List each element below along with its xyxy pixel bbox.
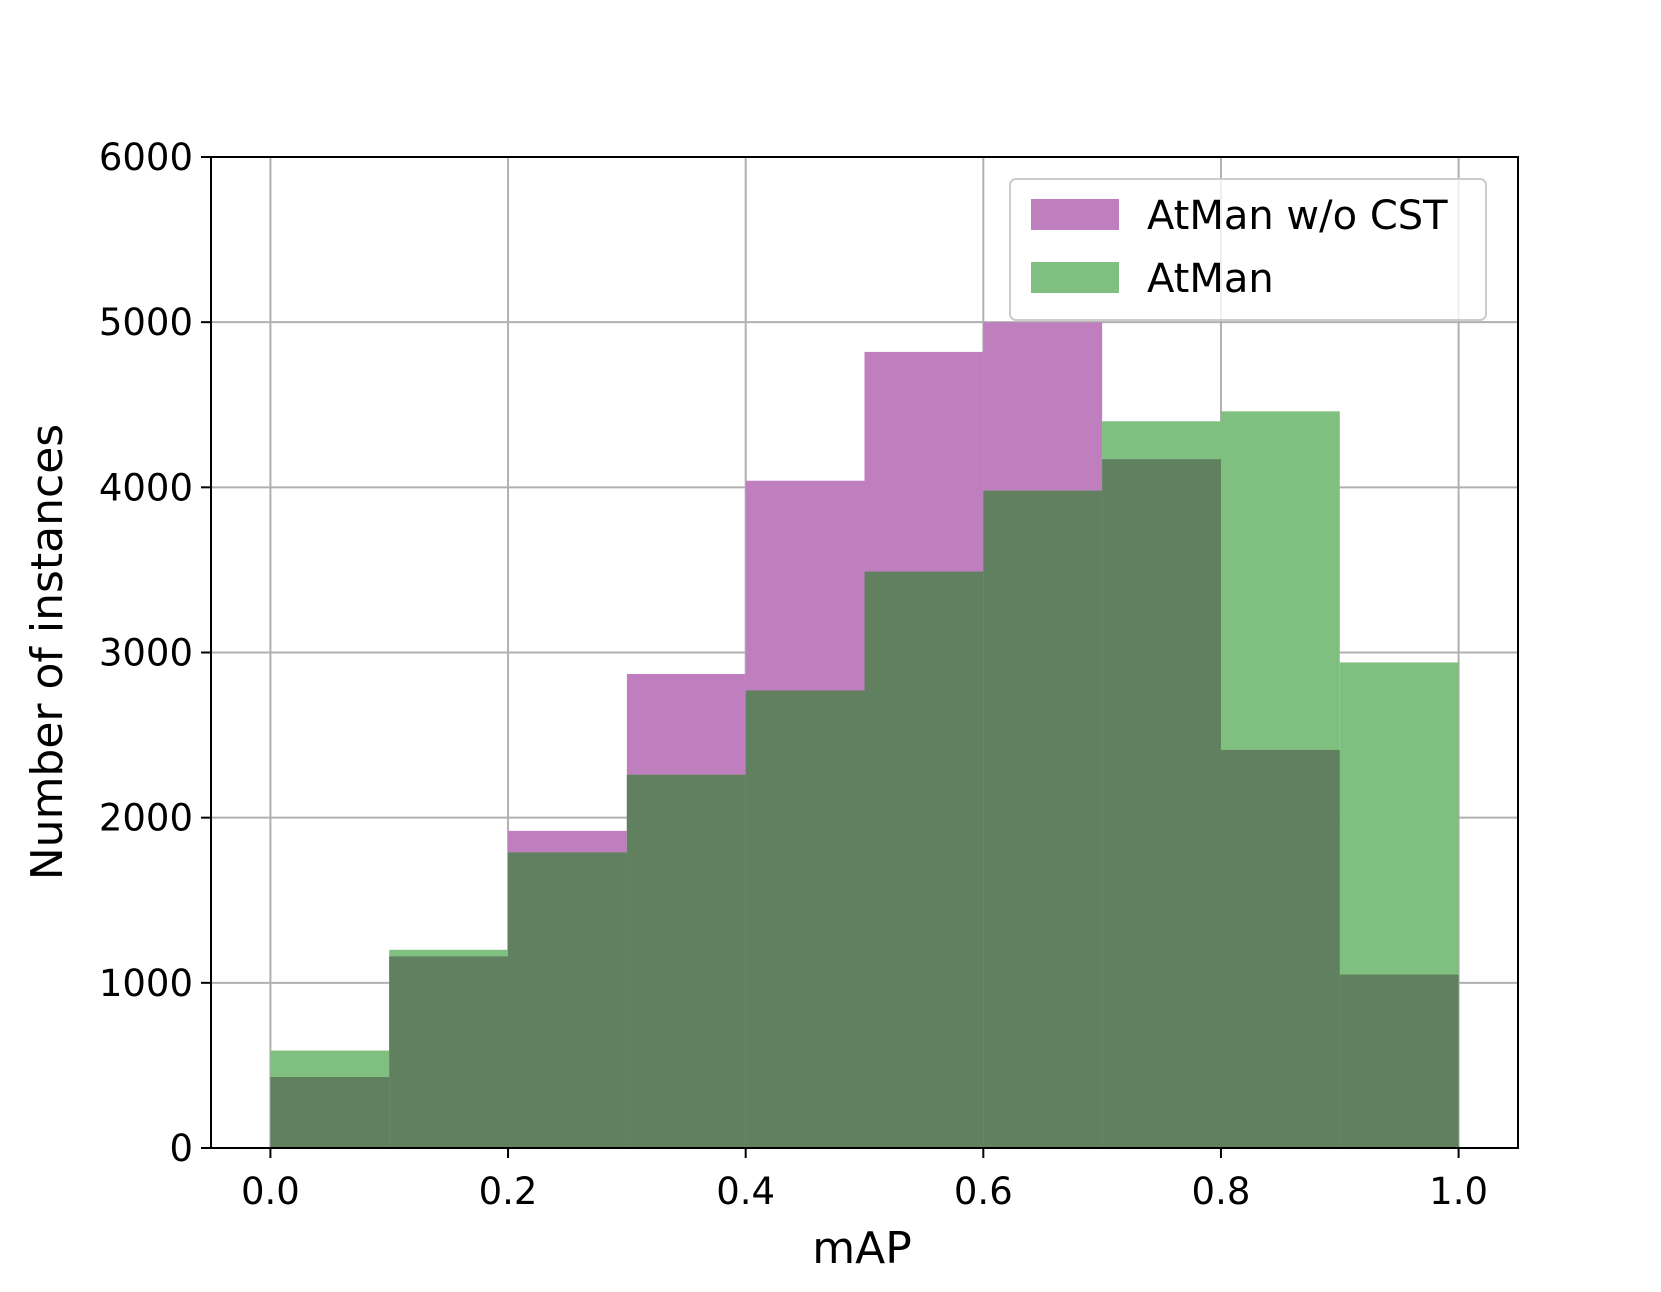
bar-overlap-0 [270,1076,390,1148]
y-tick-label-5: 5000 [99,301,193,344]
bar-overlap-4 [745,690,865,1148]
bar-overlap-1 [389,956,509,1148]
y-tick-label-0: 0 [169,1127,193,1170]
x-tick-label-3: 0.6 [954,1170,1013,1213]
y-tick-label-3: 3000 [99,632,193,675]
y-tick-label-1: 1000 [99,962,193,1005]
bar-overlap-6 [983,490,1103,1148]
x-tick-label-2: 0.4 [716,1170,775,1213]
legend: AtMan w/o CST AtMan [1009,178,1487,321]
x-tick-label-5: 1.0 [1429,1170,1488,1213]
bar-overlap-9 [1339,974,1459,1148]
y-tick-label-2: 2000 [99,797,193,840]
y-axis-label: Number of instances [22,424,73,880]
axis-ticks: 0.0 0.2 0.4 0.6 0.8 1.0 0 1000 2000 3000 4000 5000 6… [99,136,1488,1213]
overlap-bars [270,459,1459,1148]
legend-swatch-atman [1031,262,1119,293]
legend-label-atman: AtMan [1147,256,1274,302]
legend-label-atman-wo-cst: AtMan w/o CST [1147,193,1448,239]
bar-overlap-3 [626,774,746,1148]
y-tick-label-6: 6000 [99,136,193,179]
legend-swatch-atman-wo-cst [1031,199,1119,230]
x-tick-label-0: 0.0 [241,1170,300,1213]
x-tick-label-1: 0.2 [479,1170,538,1213]
bar-overlap-8 [1220,749,1340,1148]
x-axis-label: mAP [812,1223,912,1274]
bar-overlap-2 [508,852,627,1148]
y-tick-label-4: 4000 [99,466,193,509]
legend-frame [1009,178,1487,321]
bar-overlap-5 [864,571,984,1148]
bar-overlap-7 [1102,459,1221,1148]
x-tick-label-4: 0.8 [1192,1170,1251,1213]
